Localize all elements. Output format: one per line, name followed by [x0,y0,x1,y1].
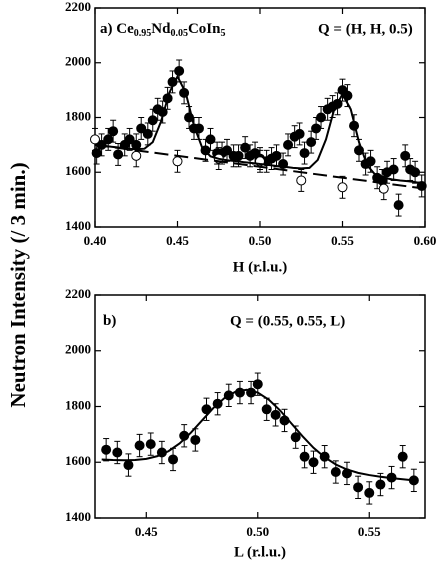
data-point [337,182,348,193]
data-point [123,460,134,471]
fit-line [94,74,426,185]
data-point [283,139,294,150]
y-tick-label: 1800 [65,397,91,412]
data-point [271,150,282,161]
data-point [375,479,386,490]
x-tick-label: 0.45 [135,524,158,539]
data-point [112,447,123,458]
x-tick-label: 0.50 [249,233,272,248]
data-point [353,482,364,493]
title-part: Nd [151,21,171,37]
data-point [124,134,135,145]
data-point [308,457,319,468]
title-part: 5 [220,28,225,39]
title-part: b) [103,313,116,329]
data-point [270,409,281,420]
data-point [134,440,145,451]
data-point [410,167,421,178]
y-tick-label: 1400 [65,509,91,524]
data-point [299,451,310,462]
x-axis-label: L (r.l.u.) [234,544,286,560]
x-tick-label: 0.40 [84,233,107,248]
x-axis-label: H (r.l.u.) [233,259,287,275]
y-tick-label: 1600 [65,163,91,178]
y-tick-label: 2000 [65,342,91,357]
data-point [388,164,399,175]
data-point [168,454,179,465]
plot-frame [94,7,426,228]
data-point [261,404,272,415]
data-point [294,128,305,139]
y-tick-label: 2000 [65,54,91,69]
y-tick-label: 1800 [65,108,91,123]
y-tick-label: 2200 [65,0,91,14]
data-point [252,379,263,390]
panel-title: b) [103,313,116,329]
y-tick-label: 1400 [65,218,91,233]
data-point [205,134,216,145]
data-point [136,123,147,134]
title-part: a) Ce [100,21,134,37]
y-tick-label: 1600 [65,453,91,468]
data-point [131,150,142,161]
data-point [145,439,156,450]
data-point [113,149,124,160]
y-axis-label: Neutron Intensity (/ 3 min.) [6,162,30,407]
data-point [172,156,183,167]
x-tick-label: 0.50 [246,524,269,539]
background-line [94,143,426,190]
panel-title: a) Ce0.95Nd0.05CoIn5 [100,21,225,39]
title-part: 0.05 [170,28,188,39]
data-point [330,467,341,478]
data-point [397,451,408,462]
fit-line [101,388,414,482]
data-point [290,432,301,443]
data-point [378,183,389,194]
data-point [299,148,310,159]
data-point [393,200,404,211]
x-tick-label: 0.55 [358,524,381,539]
data-point [108,126,119,137]
data-point [90,134,100,145]
annotation: Q = (0.55, 0.55, L) [230,313,345,329]
x-tick-label: 0.55 [331,233,354,248]
data-point [190,434,201,445]
data-point [174,65,185,76]
data-point [316,112,327,123]
data-point [233,150,244,161]
title-part: CoIn [188,21,221,37]
data-point [296,175,307,186]
title-part: 0.95 [134,28,152,39]
y-tick-label: 2200 [65,286,91,301]
x-tick-label: 0.60 [414,233,436,248]
x-tick-label: 0.45 [166,233,189,248]
annotation: Q = (H, H, 0.5) [318,21,413,37]
data-point [222,145,232,156]
data-point [364,487,375,498]
data-point [101,444,112,455]
